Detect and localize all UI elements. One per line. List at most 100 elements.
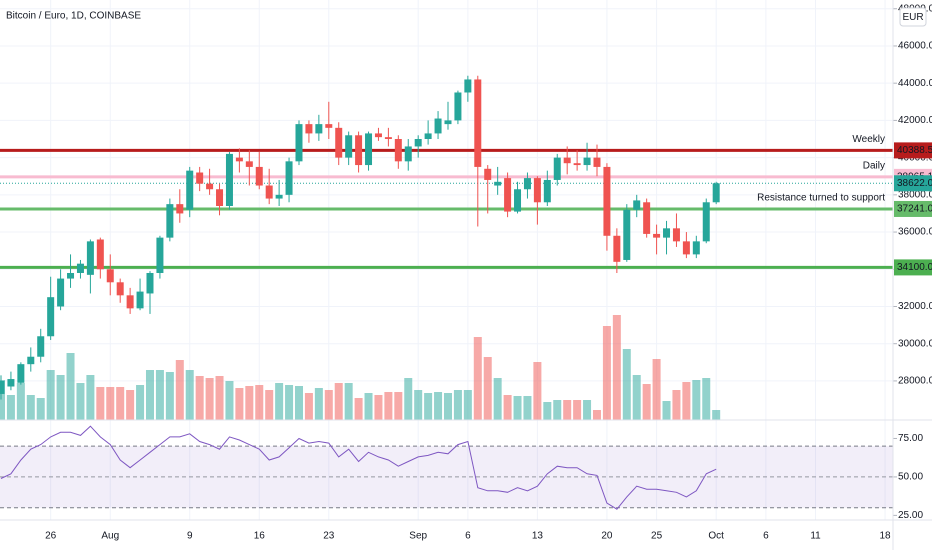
volume-bar xyxy=(294,386,303,420)
candle-body xyxy=(86,241,94,275)
candle-body xyxy=(533,178,541,203)
volume-bar xyxy=(602,326,611,420)
candle-body xyxy=(27,356,35,365)
volume-bar xyxy=(622,349,631,420)
candle-body xyxy=(0,380,5,394)
y-tick-label: 42000.00 xyxy=(898,115,932,126)
rsi-tick-label: 25.00 xyxy=(898,510,923,521)
price-label: 38622.05 xyxy=(897,178,932,189)
candle-body xyxy=(682,241,690,255)
volume-bar xyxy=(553,400,562,420)
price-label-box xyxy=(894,175,932,192)
volume-bar xyxy=(374,395,383,420)
level-text: Daily xyxy=(863,161,885,172)
x-tick-label: 6 xyxy=(465,531,471,542)
candle-body xyxy=(514,189,522,212)
volume-bar xyxy=(76,383,85,420)
rsi-line xyxy=(0,425,717,510)
volume-bar xyxy=(513,396,522,420)
volume-bar xyxy=(463,390,472,420)
candle-body xyxy=(672,228,680,242)
candle-body xyxy=(106,269,114,283)
volume-bar xyxy=(592,410,601,420)
volume-bar xyxy=(56,375,65,420)
x-tick-label: 9 xyxy=(187,531,193,542)
candle-body xyxy=(355,135,363,166)
volume-bar xyxy=(483,357,492,420)
y-tick-label: 38000.00 xyxy=(898,189,932,200)
volume-bar xyxy=(702,378,711,420)
candle-body xyxy=(47,297,55,337)
volume-bar xyxy=(324,390,333,420)
volume-bar xyxy=(86,375,95,420)
candle-body xyxy=(543,179,551,203)
candle-body xyxy=(692,241,700,255)
volume-bar xyxy=(414,390,423,420)
x-tick-label: 26 xyxy=(45,531,57,542)
candle-body xyxy=(593,157,601,167)
candle-body xyxy=(285,161,293,195)
candle-body xyxy=(494,181,502,186)
candle-body xyxy=(67,272,75,279)
y-tick-label: 44000.00 xyxy=(898,78,932,89)
y-tick-label: 32000.00 xyxy=(898,301,932,312)
volume-bar xyxy=(523,396,532,420)
volume-bar xyxy=(0,380,5,420)
x-tick-label: Aug xyxy=(101,531,119,542)
price-label-box xyxy=(894,142,932,159)
volume-bar xyxy=(503,395,512,420)
volume-bar xyxy=(16,383,25,420)
price-label: 34100.00 xyxy=(897,262,932,273)
volume-bar xyxy=(334,383,343,420)
x-tick-label: 13 xyxy=(532,531,544,542)
volume-bar xyxy=(443,393,452,420)
candle-body xyxy=(206,183,214,190)
candle-body xyxy=(404,146,412,162)
x-tick-label: 16 xyxy=(254,531,266,542)
volume-bar xyxy=(185,370,194,420)
x-tick-label: 25 xyxy=(651,531,663,542)
volume-bar xyxy=(195,376,204,420)
candle-body xyxy=(633,200,641,210)
volume-bar xyxy=(692,380,701,420)
volume-bar xyxy=(533,362,542,420)
y-tick-label: 28000.00 xyxy=(898,376,932,387)
candle-body xyxy=(702,202,710,242)
volume-bar xyxy=(265,390,274,420)
volume-bar xyxy=(155,370,164,420)
candle-body xyxy=(365,133,373,166)
x-tick-label: 23 xyxy=(323,531,335,542)
candle-body xyxy=(96,239,104,270)
volume-bar xyxy=(304,393,313,420)
candle-body xyxy=(265,185,273,199)
candle-body xyxy=(573,163,581,166)
candle-body xyxy=(603,166,611,236)
candle-body xyxy=(444,120,452,125)
volume-bar xyxy=(285,385,294,420)
candle-body xyxy=(553,157,561,180)
level-text: Weekly xyxy=(852,134,885,145)
x-tick-label: 6 xyxy=(763,531,769,542)
volume-bar xyxy=(404,378,413,420)
volume-bar xyxy=(434,392,443,420)
price-label: 40388.55 xyxy=(897,145,932,156)
candle-body xyxy=(653,233,661,238)
volume-bar xyxy=(205,378,214,420)
candle-body xyxy=(464,79,472,93)
candle-body xyxy=(146,272,154,294)
volume-bar xyxy=(145,370,154,420)
rsi-tick-label: 75.00 xyxy=(898,433,923,444)
candle-body xyxy=(57,278,65,307)
candle-body xyxy=(454,92,462,121)
volume-bar xyxy=(215,376,224,420)
candle-body xyxy=(295,124,303,162)
volume-bar xyxy=(473,337,482,420)
volume-bar xyxy=(573,400,582,420)
candle-body xyxy=(712,183,720,203)
y-tick-label: 46000.00 xyxy=(898,41,932,52)
candle-body xyxy=(623,209,631,260)
candle-body xyxy=(484,168,492,180)
candle-body xyxy=(315,124,323,134)
volume-bar xyxy=(314,388,323,420)
volume-bar xyxy=(672,390,681,420)
